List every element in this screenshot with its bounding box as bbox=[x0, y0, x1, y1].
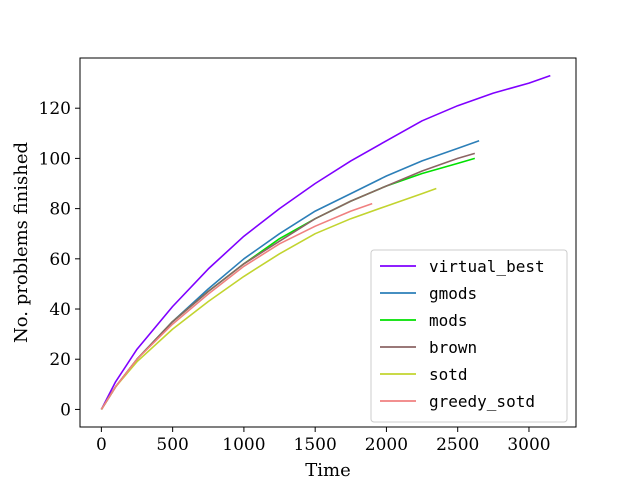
legend-entry-brown: brown bbox=[429, 338, 477, 357]
series-line-sotd bbox=[100, 187, 437, 410]
series-line-greedy-sotd bbox=[100, 202, 373, 410]
x-axis-label: Time bbox=[305, 460, 350, 480]
x-tick-label: 1000 bbox=[222, 435, 265, 455]
series-line-virtual-best bbox=[100, 74, 551, 410]
x-tick-label: 2000 bbox=[365, 435, 408, 455]
y-tick-label: 40 bbox=[49, 300, 71, 320]
y-axis-label: No. problems finished bbox=[11, 142, 32, 343]
y-tick-label: 20 bbox=[49, 350, 71, 370]
y-tick-label: 100 bbox=[39, 149, 71, 169]
legend-entry-sotd: sotd bbox=[429, 365, 468, 384]
legend-entry-virtual-best: virtual_best bbox=[429, 257, 545, 276]
y-tick-label: 120 bbox=[39, 99, 71, 119]
x-tick-label: 2500 bbox=[436, 435, 479, 455]
y-tick-label: 60 bbox=[49, 250, 71, 270]
y-tick-label: 80 bbox=[49, 200, 71, 220]
y-tick-label: 0 bbox=[60, 400, 71, 420]
x-axis-ticks: 0 500 1000 1500 2000 2500 3000 bbox=[96, 427, 551, 455]
series-layer bbox=[100, 74, 551, 410]
y-axis-ticks: 0 20 40 60 80 100 120 bbox=[39, 99, 80, 420]
legend-entry-gmods: gmods bbox=[429, 284, 477, 303]
x-tick-label: 1500 bbox=[294, 435, 337, 455]
x-tick-label: 3000 bbox=[507, 435, 550, 455]
x-tick-label: 500 bbox=[156, 435, 188, 455]
legend-entry-mods: mods bbox=[429, 311, 468, 330]
legend-entry-greedy-sotd: greedy_sotd bbox=[429, 392, 535, 411]
legend-box bbox=[370, 249, 568, 423]
x-tick-label: 0 bbox=[96, 435, 107, 455]
plot-frame bbox=[79, 57, 577, 428]
